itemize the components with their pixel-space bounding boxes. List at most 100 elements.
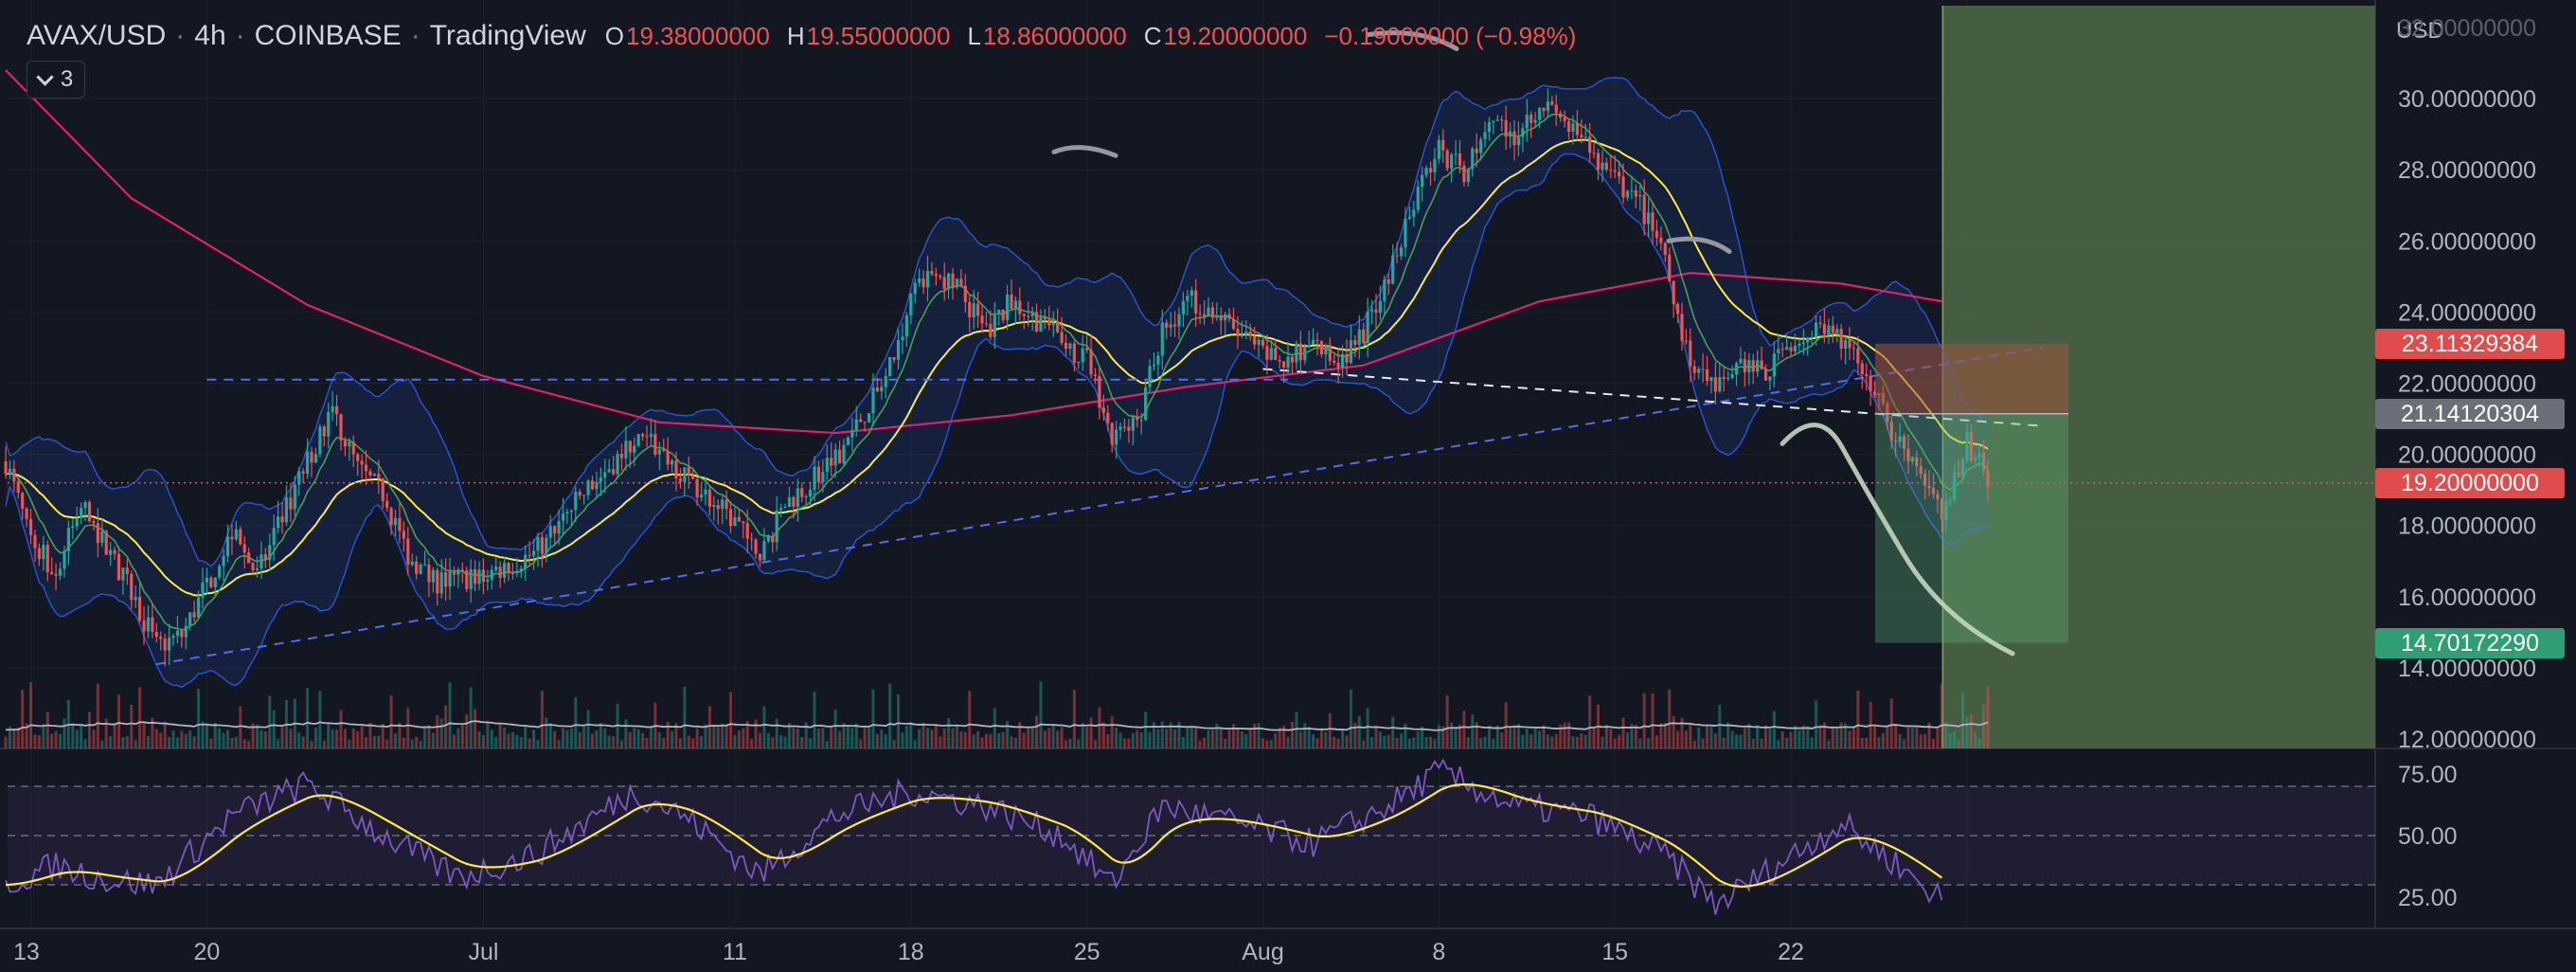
candle-body [1315,339,1319,341]
candle-body [419,565,422,574]
volume-bar [1680,717,1684,748]
candle-body [1278,360,1281,362]
interval-label[interactable]: 4h [194,20,226,51]
volume-bar [1039,681,1043,748]
candle-body [1508,131,1512,137]
volume-bar [804,722,808,748]
candle-body [821,472,825,482]
volume-bar [888,683,892,748]
volume-bar [134,740,137,748]
candle-body [1324,345,1328,355]
volume-bar [1445,694,1449,748]
chart-legend-header[interactable]: AVAX/USD · 4h · COINBASE · TradingView O… [27,15,1576,57]
volume-bar [1395,737,1399,748]
candle-body [1957,472,1960,477]
volume-bar [1144,711,1148,748]
volume-bar [268,695,272,748]
volume-bar [737,729,741,748]
candle-body [184,625,188,638]
candle-body [1768,376,1772,381]
volume-bar [1546,734,1549,748]
candle-body [892,357,896,360]
stop-loss-tag[interactable]: 23.11329384 [2375,328,2565,359]
candle-body [1043,316,1046,320]
volume-bar [1856,690,1860,748]
candle-body [293,484,296,510]
candle-body [1056,322,1060,333]
candle-body [439,572,443,594]
volume-bar [159,732,163,748]
candle-body [469,568,473,589]
volume-bar [595,730,599,748]
volume-bar [1609,729,1613,748]
candle-body [779,508,783,511]
candle-body [360,460,364,465]
separator: · [410,20,420,51]
candle-body [1215,315,1219,318]
volume-bar [792,728,796,748]
time-axis-label: 15 [1601,939,1628,965]
candle-body [997,309,1001,314]
volume-bar [88,711,91,748]
candle-body [1927,485,1931,489]
candle-body [959,279,963,286]
volume-bar [1692,740,1696,748]
take-profit-tag[interactable]: 14.70172290 [2375,627,2565,658]
volume-bar [1374,725,1378,748]
candle-body [1207,307,1210,316]
chevron-down-icon [36,67,54,86]
candle-body [444,572,448,587]
indicators-collapse-button[interactable]: 3 [27,61,85,99]
volume-bar [1407,738,1411,748]
volume-bar [1215,723,1219,748]
candle-body [1093,374,1098,377]
candle-body [1005,295,1010,320]
volume-bar [121,737,125,748]
volume-bar [1713,733,1717,748]
entry-tag[interactable]: 21.14120304 [2375,398,2565,429]
candle-body [1144,387,1148,421]
volume-bar [762,706,766,748]
candle-body [1471,148,1475,170]
volume-bar [721,723,724,748]
volume-bar [29,682,33,748]
candle-body [1835,329,1839,333]
candle-body [1030,312,1034,317]
candle-body [545,537,548,554]
volume-bar [809,738,813,748]
candle-body [205,577,208,583]
candle-body [1743,358,1746,372]
volume-bar [1181,737,1185,748]
ma-mid-line [5,138,1989,597]
volume-bar [306,688,310,748]
volume-bar [1659,723,1663,748]
candle-body [201,582,205,598]
volume-bar [234,736,238,748]
volume-bar [599,723,602,748]
volume-bar [1115,728,1118,748]
price-axis-label: 26.00000000 [2398,228,2536,255]
candle-body [867,413,871,423]
time-axis-label: 13 [13,939,40,965]
indicators-count: 3 [60,66,74,92]
volume-bar [272,710,276,748]
symbol-label[interactable]: AVAX/USD [27,20,167,51]
volume-bar [947,718,951,748]
candle-body [460,569,464,571]
candle-body [1865,374,1869,376]
volume-bar [226,729,230,748]
candle-body [1818,322,1822,324]
volume-bar [515,734,519,748]
volume-bar [1747,724,1751,748]
volume-bar [289,729,293,748]
volume-bar [1203,737,1207,748]
candle-body [1274,348,1278,361]
candle-body [327,412,331,437]
current-price-tag[interactable]: 19.20000000 [2375,467,2565,498]
volume-bar [45,711,49,748]
candle-body [809,489,813,497]
candle-body [1027,315,1030,317]
candle-body [1852,348,1856,350]
volume-bar [913,740,917,748]
